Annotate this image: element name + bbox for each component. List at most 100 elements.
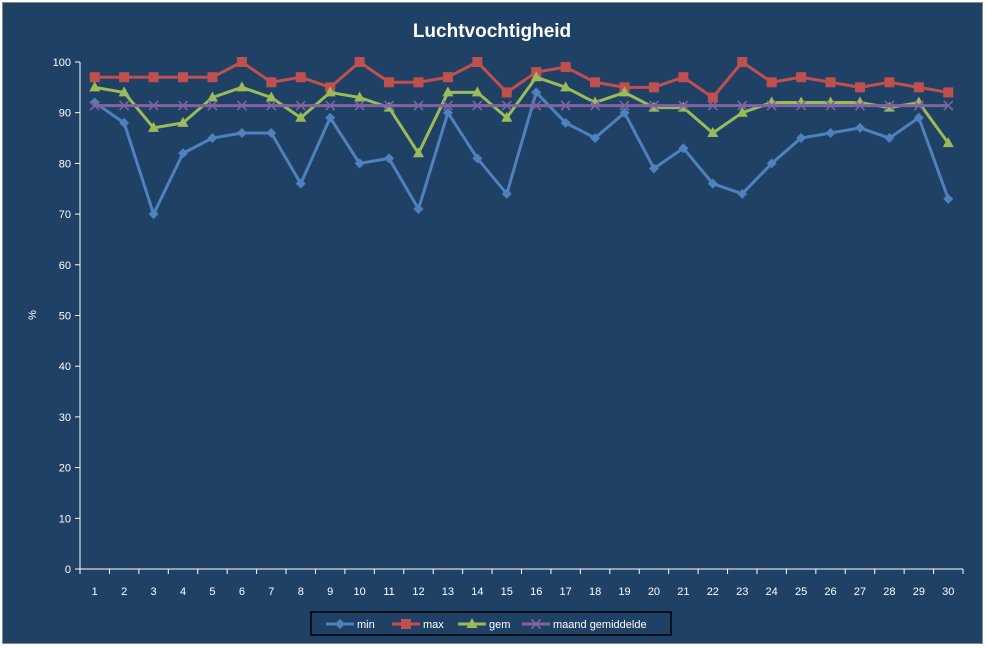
- x-tick-label: 26: [824, 586, 836, 598]
- x-tick-label: 23: [736, 586, 748, 598]
- data-point-maand-gemiddelde: [648, 100, 660, 111]
- data-point-maand-gemiddelde: [442, 100, 453, 111]
- data-point-maand-gemiddelde: [207, 100, 218, 111]
- data-point-min: [707, 178, 718, 189]
- data-point-min: [825, 127, 836, 138]
- data-point-min: [737, 188, 748, 199]
- data-point-gem: [89, 81, 101, 92]
- data-point-maand-gemiddelde: [148, 100, 159, 111]
- y-tick-label: 60: [59, 260, 71, 272]
- data-point-gem: [707, 126, 719, 137]
- data-point-maand-gemiddelde: [707, 100, 718, 111]
- data-point-gem: [324, 86, 336, 97]
- data-point-max: [590, 77, 601, 88]
- data-point-maand-gemiddelde: [825, 100, 836, 111]
- x-tick-label: 7: [268, 586, 274, 598]
- series-line-max: [94, 60, 949, 99]
- data-point-min: [913, 112, 924, 123]
- data-point-maand-gemiddelde: [854, 100, 866, 111]
- data-point-max: [295, 72, 306, 83]
- data-point-min: [648, 163, 659, 174]
- data-point-max: [707, 92, 718, 103]
- data-point-max: [207, 72, 218, 83]
- data-point-max: [266, 77, 277, 88]
- data-point-maand-gemiddelde: [89, 100, 100, 111]
- data-point-max: [354, 57, 365, 67]
- data-point-maand-gemiddelde: [913, 100, 924, 111]
- data-point-gem: [118, 86, 130, 97]
- legend-marker: [530, 618, 542, 630]
- data-point-max: [413, 77, 424, 88]
- legend-box: [310, 611, 672, 636]
- data-point-min: [796, 133, 807, 144]
- data-point-maand-gemiddelde: [501, 100, 512, 111]
- data-point-min: [413, 204, 424, 215]
- x-tick-label: 20: [648, 586, 660, 598]
- data-point-maand-gemiddelde: [413, 100, 424, 111]
- data-point-min: [354, 158, 365, 169]
- y-tick-label: 80: [59, 158, 71, 170]
- data-point-max: [560, 62, 571, 73]
- data-point-max: [766, 77, 777, 88]
- data-point-gem: [913, 96, 925, 107]
- data-point-min: [236, 127, 247, 138]
- legend-entry-max: max: [392, 619, 444, 631]
- x-tick-label: 12: [412, 586, 424, 598]
- data-point-max: [884, 77, 895, 88]
- data-point-max: [178, 72, 189, 83]
- series-max: [89, 57, 954, 103]
- y-tick-label: 10: [59, 513, 71, 525]
- y-tick-label: 20: [59, 463, 71, 475]
- data-point-min: [884, 133, 895, 144]
- data-point-gem: [825, 96, 837, 107]
- x-tick-label: 21: [677, 586, 689, 598]
- y-tick-label: 100: [53, 57, 71, 69]
- data-point-maand-gemiddelde: [236, 100, 247, 111]
- x-tick-label: 9: [327, 586, 333, 598]
- x-tick-label: 8: [298, 586, 304, 598]
- data-point-max: [89, 72, 100, 83]
- data-point-gem: [295, 111, 307, 122]
- data-point-min: [619, 107, 630, 118]
- legend: min max gem maand gemiddelde: [310, 611, 672, 636]
- data-point-max: [678, 72, 689, 83]
- data-point-gem: [795, 96, 807, 107]
- data-point-gem: [177, 116, 189, 127]
- x-tick-label: 16: [530, 586, 542, 598]
- legend-label: maand gemiddelde: [553, 619, 647, 631]
- data-point-maand-gemiddelde: [266, 100, 277, 111]
- data-point-min: [943, 193, 954, 204]
- legend-label: min: [357, 619, 375, 631]
- x-tick-label: 6: [239, 586, 245, 598]
- data-point-max: [796, 72, 807, 83]
- data-point-max: [442, 72, 453, 83]
- data-point-max: [648, 82, 659, 93]
- data-point-gem: [942, 137, 954, 148]
- data-point-maand-gemiddelde: [737, 100, 748, 111]
- legend-marker: [466, 618, 478, 628]
- data-point-gem: [471, 86, 483, 97]
- data-point-min: [119, 117, 130, 128]
- data-point-maand-gemiddelde: [590, 100, 601, 111]
- data-point-max: [943, 87, 954, 98]
- data-point-gem: [619, 86, 631, 97]
- data-point-max: [501, 87, 512, 98]
- data-point-maand-gemiddelde: [766, 100, 777, 111]
- data-point-max: [384, 77, 395, 88]
- data-point-max: [472, 57, 483, 67]
- legend-marker: [401, 619, 411, 629]
- data-point-min: [442, 107, 453, 118]
- data-point-max: [737, 57, 748, 67]
- legend-label: max: [423, 619, 444, 631]
- data-point-min: [295, 178, 306, 189]
- data-point-maand-gemiddelde: [619, 100, 630, 111]
- data-point-gem: [148, 121, 160, 132]
- data-point-gem: [854, 96, 866, 107]
- series-line-gem: [94, 75, 950, 155]
- data-point-maand-gemiddelde: [943, 100, 954, 111]
- data-point-min: [766, 158, 777, 169]
- data-point-maand-gemiddelde: [295, 100, 306, 111]
- x-tick-label: 24: [766, 586, 778, 598]
- x-tick-label: 25: [795, 586, 807, 598]
- y-tick-label: 40: [59, 361, 71, 373]
